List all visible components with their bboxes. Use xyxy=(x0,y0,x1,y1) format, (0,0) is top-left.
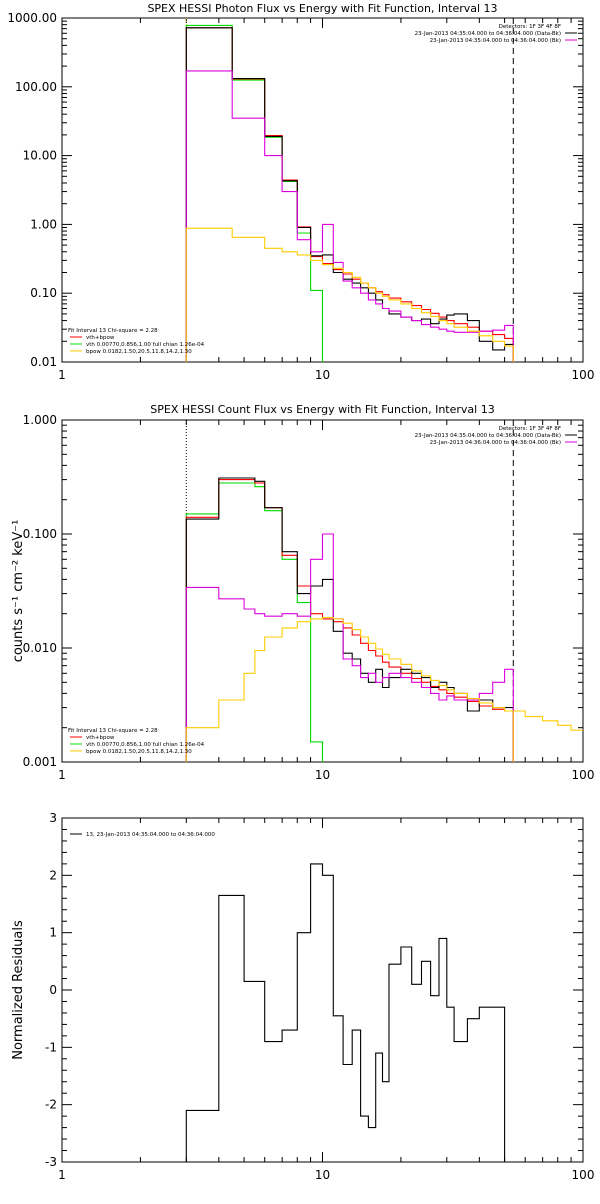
series-bpow xyxy=(185,616,514,762)
legend-entry: vth 0.00770,0.856,1.00 full chian 1.26e-… xyxy=(86,742,205,748)
x-tick-label: 10 xyxy=(315,768,330,782)
series-group xyxy=(185,863,506,1162)
series-group xyxy=(185,477,583,762)
series-bk xyxy=(185,70,514,362)
y-tick-label: 10.00 xyxy=(23,149,57,163)
series-group xyxy=(185,24,514,362)
chart-title: SPEX HESSI Photon Flux vs Energy with Fi… xyxy=(147,2,497,15)
legend-entry: vth+bpow xyxy=(86,335,115,341)
x-tick-label: 100 xyxy=(572,768,595,782)
y-axis-ticks xyxy=(62,419,583,763)
legend-bottom-left: Fit Interval 13 Chi-square = 2.28vth+bpo… xyxy=(68,728,205,755)
panel-3: Normalized Residuals 1 10 100 -3 -2 -1 0 1 2 3 13, … xyxy=(11,811,595,1182)
y-tick-label: 1.00 xyxy=(30,217,57,231)
y-axis-ticks xyxy=(62,17,583,363)
y-tick-label: 0.10 xyxy=(30,286,57,300)
y-tick-label: 3 xyxy=(49,811,57,825)
y-tick-label: 2 xyxy=(49,868,57,882)
y-tick-label: 100.00 xyxy=(15,80,57,94)
y-tick-label: 0.001 xyxy=(23,755,57,769)
legend-entry: 13, 23-Jan-2013 04:35:04.000 to 04:36:04… xyxy=(86,832,215,838)
legend-entry: 23-Jan-2013 04:35:04.000 to 04:36:04.000… xyxy=(415,433,561,439)
x-tick-label: 100 xyxy=(572,368,595,382)
y-axis-label: counts s⁻¹ cm⁻² keV⁻¹ xyxy=(11,520,26,663)
x-tick-label: 100 xyxy=(572,1168,595,1182)
y-tick-label: 0.100 xyxy=(23,527,57,541)
x-axis-ticks xyxy=(61,818,572,1162)
y-tick-label: 0.010 xyxy=(23,641,57,655)
y-tick-label: -3 xyxy=(45,1155,57,1169)
legend-entry: 23-Jan-2013 04:36:04.000 to 04:36:04.000… xyxy=(430,440,561,446)
y-tick-label: 1.000 xyxy=(23,413,57,427)
x-tick-label: 10 xyxy=(315,368,330,382)
legend-entry: 23-Jan-2013 04:35:04.000 to 04:36:04.000… xyxy=(415,31,561,37)
series-bpow xyxy=(185,227,514,362)
chart-title: SPEX HESSI Count Flux vs Energy with Fit… xyxy=(150,403,494,416)
series-vth xyxy=(185,482,324,762)
legend-entry: Detectors: 1F 3F 4F 8F xyxy=(499,426,561,432)
panel-1: SPEX HESSI Photon Flux vs Energy with Fi… xyxy=(7,2,595,382)
x-tick-label: 1 xyxy=(58,768,66,782)
legend-entry: bpow 0.0182,1.50,20.5,11.8,14.2,1.30 xyxy=(86,349,192,355)
y-tick-label: 0 xyxy=(49,983,57,997)
legend-entry: vth 0.00770,0.856,1.00 full chian 1.26e-… xyxy=(86,342,205,348)
y-tick-label: -2 xyxy=(45,1098,57,1112)
legend-bottom-left: Fit Interval 13 Chi-square = 2.28vth+bpo… xyxy=(68,328,205,355)
legend-entry: Fit Interval 13 Chi-square = 2.28 xyxy=(68,728,158,734)
series-data xyxy=(185,863,506,1162)
series-bk xyxy=(185,533,514,762)
series-bpow-tail xyxy=(513,710,583,731)
x-axis-ticks xyxy=(61,420,572,762)
y-axis-label: Normalized Residuals xyxy=(11,920,26,1060)
legend-entry: Fit Interval 13 Chi-square = 2.28 xyxy=(68,328,158,334)
y-tick-label: 0.01 xyxy=(30,355,57,369)
legend-bottom-left: 13, 23-Jan-2013 04:35:04.000 to 04:36:04… xyxy=(70,832,215,838)
legend-entry: vth+bpow xyxy=(86,735,115,741)
legend-entry: bpow 0.0182,1.50,20.5,11.8,14.2,1.30 xyxy=(86,749,192,755)
y-tick-label: 1 xyxy=(49,926,57,940)
x-tick-label: 1 xyxy=(58,1168,66,1182)
x-tick-label: 1 xyxy=(58,368,66,382)
legend-entry: 23-Jan-2013 04:35:04.000 to 04:36:04.000… xyxy=(430,38,561,44)
y-tick-label: 1000.00 xyxy=(7,11,57,25)
y-axis-ticks xyxy=(62,817,583,1163)
panel-2: SPEX HESSI Count Flux vs Energy with Fit… xyxy=(11,403,595,782)
y-tick-label: -1 xyxy=(45,1040,57,1054)
legend-entry: Detectors: 1F 3F 4F 8F xyxy=(499,24,561,30)
x-tick-label: 10 xyxy=(315,1168,330,1182)
series-data xyxy=(185,27,514,362)
series-vth xyxy=(185,24,324,362)
